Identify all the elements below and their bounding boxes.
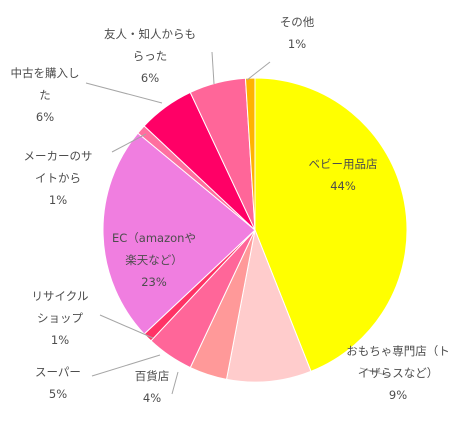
leader-lines (85, 51, 391, 395)
pie-slice-2 (225, 228, 312, 383)
leader-line-9 (211, 51, 215, 85)
slice-labels: ベビー用品店 44% おもちゃ専門店（トイザらスなど） 9% 百貨店 4% スーパー 5% リサ… (11, 15, 450, 405)
slice-label-4: スーパー 5% (35, 365, 81, 401)
slice-label-9: 友人・知人からもらった 6% (104, 27, 196, 85)
slice-label-2: おもちゃ専門店（トイザらスなど） 9% (346, 344, 450, 402)
slice-label-6: EC（amazonや楽天など） 23% (112, 231, 196, 289)
pie-slice-6 (102, 132, 256, 335)
slice-label-7: メーカーのサイトから 1% (24, 149, 93, 207)
leader-line-10 (246, 61, 271, 81)
pie-slices (102, 77, 408, 383)
slice-label-1: ベビー用品店 44% (309, 157, 378, 193)
leader-line-7 (111, 133, 147, 153)
leader-line-8 (85, 82, 163, 104)
slice-label-5: リサイクルショップ 1% (32, 289, 89, 347)
leader-line-2 (359, 367, 391, 377)
slice-label-3: 百貨店 4% (135, 369, 170, 405)
leader-line-3 (171, 371, 179, 395)
leader-line-5 (99, 314, 154, 339)
pie-slice-1 (254, 77, 408, 372)
leader-line-4 (91, 354, 161, 377)
slice-label-8: 中古を購入した 6% (11, 66, 80, 124)
slice-label-10: その他 1% (280, 15, 315, 51)
